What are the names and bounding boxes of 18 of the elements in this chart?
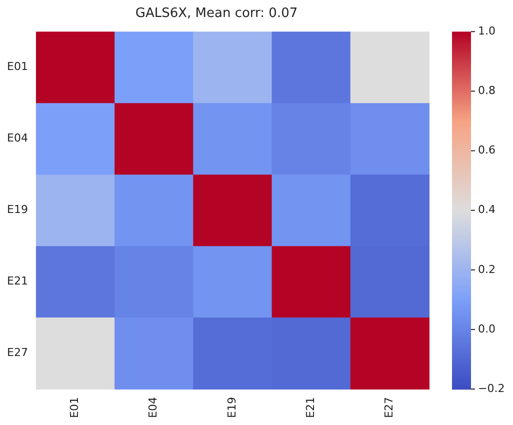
y-tick-label: E04 — [6, 132, 28, 145]
y-tick-label: E27 — [6, 346, 28, 360]
x-tick-label: E19 — [225, 397, 238, 418]
color-bar-label: 0.6 — [478, 144, 496, 157]
y-tick-label: E01 — [6, 60, 28, 74]
chart-title: GALS6X, Mean corr: 0.07 — [135, 6, 298, 22]
color-bar-label: −0.2 — [478, 382, 505, 395]
x-tick-label: E21 — [304, 397, 317, 418]
color-bar-label: 0.0 — [478, 322, 496, 336]
color-bar-label: 0.8 — [478, 84, 496, 98]
y-tick-label: E19 — [6, 203, 28, 216]
color-bar-label: 1.0 — [478, 24, 496, 38]
color-bar-label: 0.4 — [478, 203, 496, 216]
x-tick-label: E01 — [68, 397, 82, 418]
x-tick-label: E27 — [382, 397, 396, 418]
x-tick-label: E04 — [146, 397, 160, 418]
y-tick-label: E21 — [6, 274, 28, 288]
color-bar-label: 0.2 — [478, 262, 496, 276]
